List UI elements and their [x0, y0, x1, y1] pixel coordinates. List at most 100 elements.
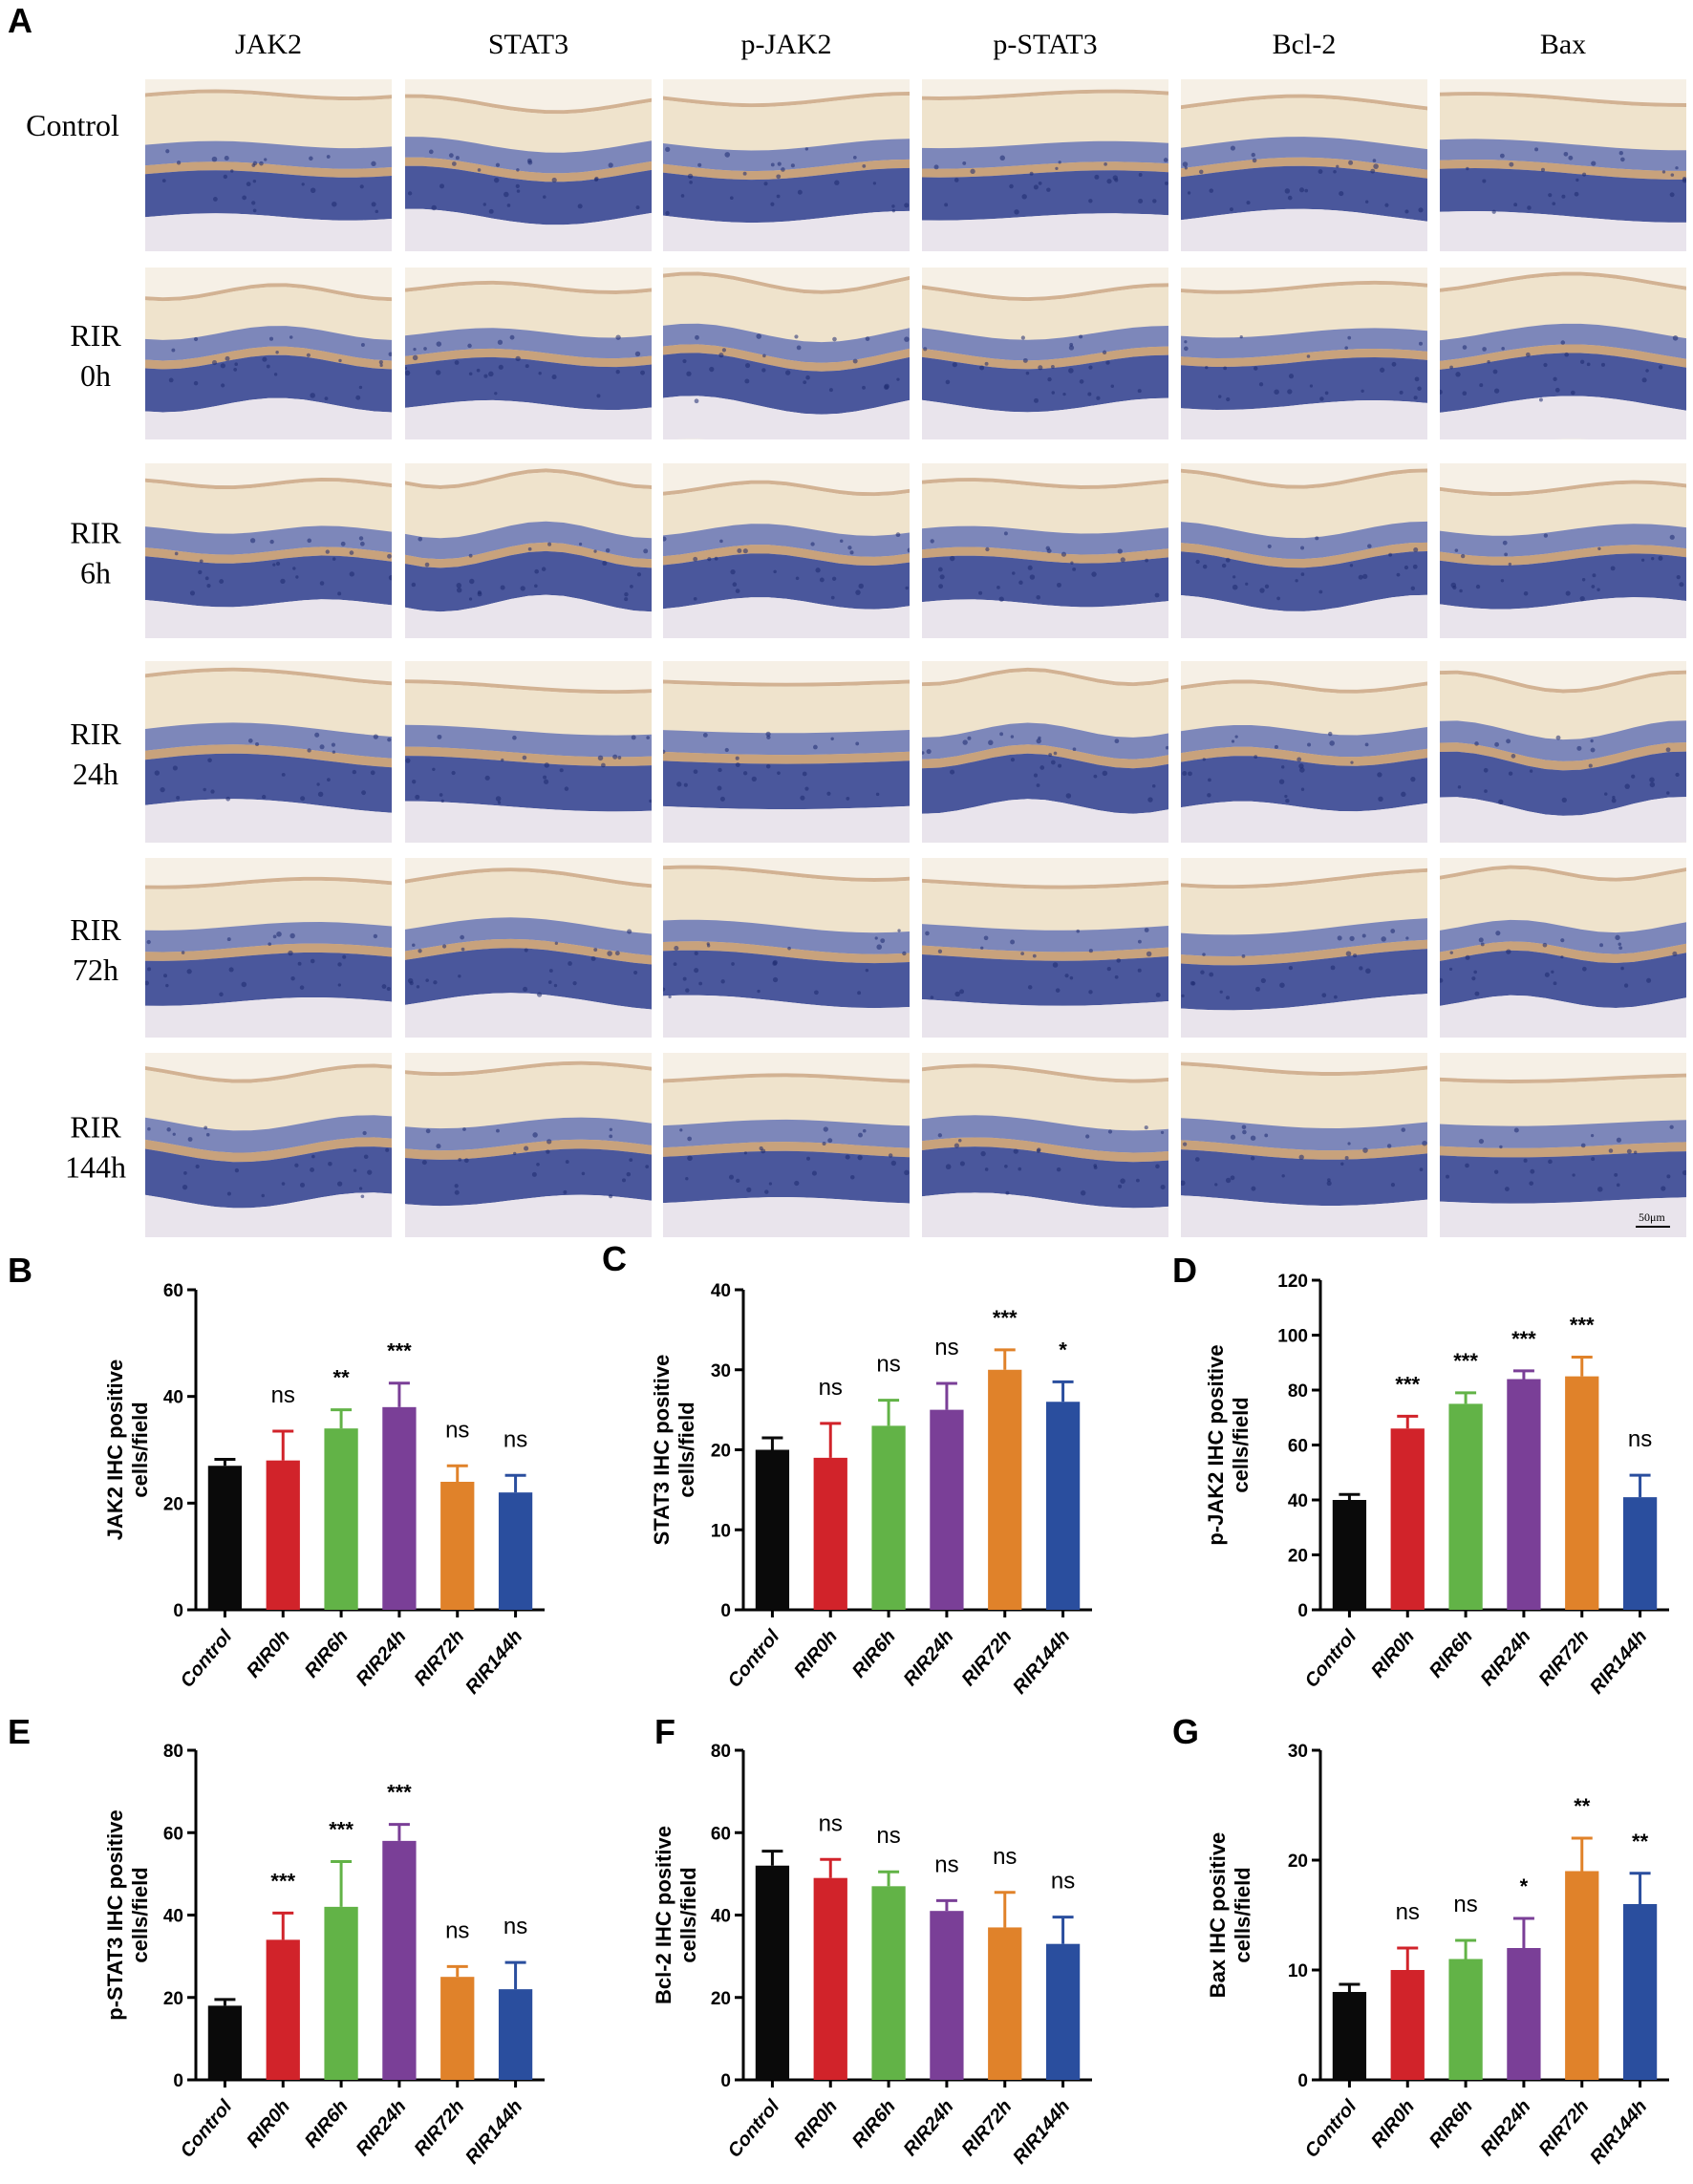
tile-nucleus-dot — [1027, 565, 1033, 570]
tile-layer-ipl — [405, 284, 652, 338]
tile-nucleus-dot — [1116, 958, 1122, 963]
tile-nucleus-dot — [720, 979, 725, 984]
tile-nucleus-dot — [1666, 1174, 1671, 1179]
tile-nucleus-dot — [212, 197, 218, 202]
panel-letter: G — [1172, 1712, 1199, 1751]
tile-nucleus-dot — [707, 557, 712, 562]
tile-nucleus-dot — [1229, 207, 1233, 212]
tile-layer-ilm — [663, 92, 910, 108]
tile-nucleus-dot — [572, 980, 577, 986]
tile-nucleus-dot — [251, 163, 256, 167]
tile-nucleus-dot — [1288, 965, 1294, 971]
tile-nucleus-dot — [743, 1151, 748, 1155]
tile-nucleus-dot — [1225, 557, 1231, 563]
tile-nucleus-dot — [1295, 579, 1298, 583]
significance-label: *** — [387, 1781, 412, 1805]
significance-label: ns — [1453, 1892, 1477, 1917]
tile-nucleus-dot — [316, 782, 320, 786]
tile-nucleus-dot — [1422, 1140, 1427, 1146]
tile-nucleus-dot — [543, 779, 549, 784]
y-tick-label: 30 — [711, 1361, 731, 1381]
column-label: Bax — [1540, 29, 1586, 60]
tile-nucleus-dot — [1102, 350, 1107, 354]
tile-nucleus-dot — [325, 549, 330, 554]
tile-layer-onl — [1181, 165, 1427, 222]
tile-nucleus-dot — [361, 790, 367, 796]
tile-nucleus-dot — [1474, 741, 1479, 746]
tile-nucleus-dot — [230, 169, 234, 173]
y-tick-label: 80 — [1288, 1381, 1308, 1402]
tile-nucleus-dot — [405, 366, 408, 371]
row-label-line1: Control — [26, 108, 119, 142]
tile-nucleus-dot — [736, 1178, 740, 1184]
tile-nucleus-dot — [440, 799, 444, 803]
tile-nucleus-dot — [1118, 1184, 1123, 1188]
tile-nucleus-dot — [800, 795, 805, 801]
tile-nucleus-dot — [455, 156, 460, 161]
tile-nucleus-dot — [630, 584, 633, 589]
micrograph-tile — [663, 858, 910, 1038]
tile-nucleus-dot — [1508, 562, 1512, 567]
tile-nucleus-dot — [371, 202, 376, 207]
tile-nucleus-dot — [1144, 1125, 1148, 1130]
tile-nucleus-dot — [421, 1160, 427, 1166]
tile-nucleus-dot — [1576, 745, 1582, 751]
tile-layer-outer — [663, 1197, 910, 1237]
tile-layer-outer — [922, 1192, 1168, 1237]
tile-nucleus-dot — [1378, 796, 1383, 803]
tile-nucleus-dot — [846, 797, 850, 801]
tile-nucleus-dot — [387, 553, 392, 559]
y-axis-title-line2: cells/field — [1231, 1867, 1254, 1962]
tile-nucleus-dot — [729, 196, 734, 201]
tile-nucleus-dot — [468, 597, 473, 601]
bar — [1565, 1871, 1599, 2080]
tile-nucleus-dot — [1347, 1142, 1351, 1146]
significance-label: ns — [504, 1914, 527, 1939]
tile-nucleus-dot — [266, 364, 270, 369]
tile-nucleus-dot — [1365, 200, 1369, 203]
tile-nucleus-dot — [983, 935, 989, 941]
tile-layer-inl — [922, 924, 1168, 953]
tile-nucleus-dot — [210, 789, 215, 794]
tile-nucleus-dot — [1120, 557, 1125, 563]
tile-nucleus-dot — [477, 168, 482, 172]
tile-nucleus-dot — [337, 962, 342, 967]
tile-layer-inl — [145, 722, 392, 759]
tile-layer-opl — [145, 744, 392, 768]
tile-nucleus-dot — [337, 983, 342, 987]
tile-nucleus-dot — [435, 370, 441, 375]
tile-nucleus-dot — [226, 1191, 231, 1196]
tile-nucleus-dot — [1540, 167, 1546, 172]
tile-nucleus-dot — [1038, 181, 1042, 185]
tile-nucleus-dot — [1336, 164, 1339, 168]
tile-nucleus-dot — [1281, 765, 1285, 769]
tile-layer-opl — [663, 751, 910, 764]
tile-layer-onl — [663, 353, 910, 415]
tile-nucleus-dot — [1561, 194, 1566, 199]
tile-nucleus-dot — [1592, 573, 1597, 578]
tile-nucleus-dot — [423, 347, 427, 351]
tile-nucleus-dot — [349, 571, 354, 577]
tile-nucleus-dot — [531, 1171, 537, 1177]
tile-nucleus-dot — [872, 182, 877, 185]
tile-layer-opl — [145, 546, 392, 564]
y-tick-label: 20 — [1288, 1547, 1308, 1567]
tile-nucleus-dot — [904, 203, 910, 208]
tile-layer-outer — [1181, 801, 1427, 843]
tile-nucleus-dot — [290, 976, 295, 981]
micrograph-tile — [663, 79, 910, 251]
tile-nucleus-dot — [766, 735, 771, 739]
tile-nucleus-dot — [207, 758, 212, 763]
y-tick-label: 80 — [711, 1742, 731, 1762]
row-label-line2: 72h — [73, 953, 118, 987]
tile-nucleus-dot — [1232, 584, 1238, 590]
column-label: JAK2 — [235, 29, 302, 60]
tile-nucleus-dot — [1330, 965, 1336, 971]
tile-nucleus-dot — [413, 347, 417, 352]
tile-nucleus-dot — [959, 989, 965, 995]
panel-letter: D — [1172, 1251, 1197, 1290]
bar — [324, 1428, 358, 1610]
tile-nucleus-dot — [1620, 157, 1625, 162]
tile-nucleus-dot — [937, 1133, 943, 1138]
tile-layer-outer — [922, 999, 1168, 1038]
